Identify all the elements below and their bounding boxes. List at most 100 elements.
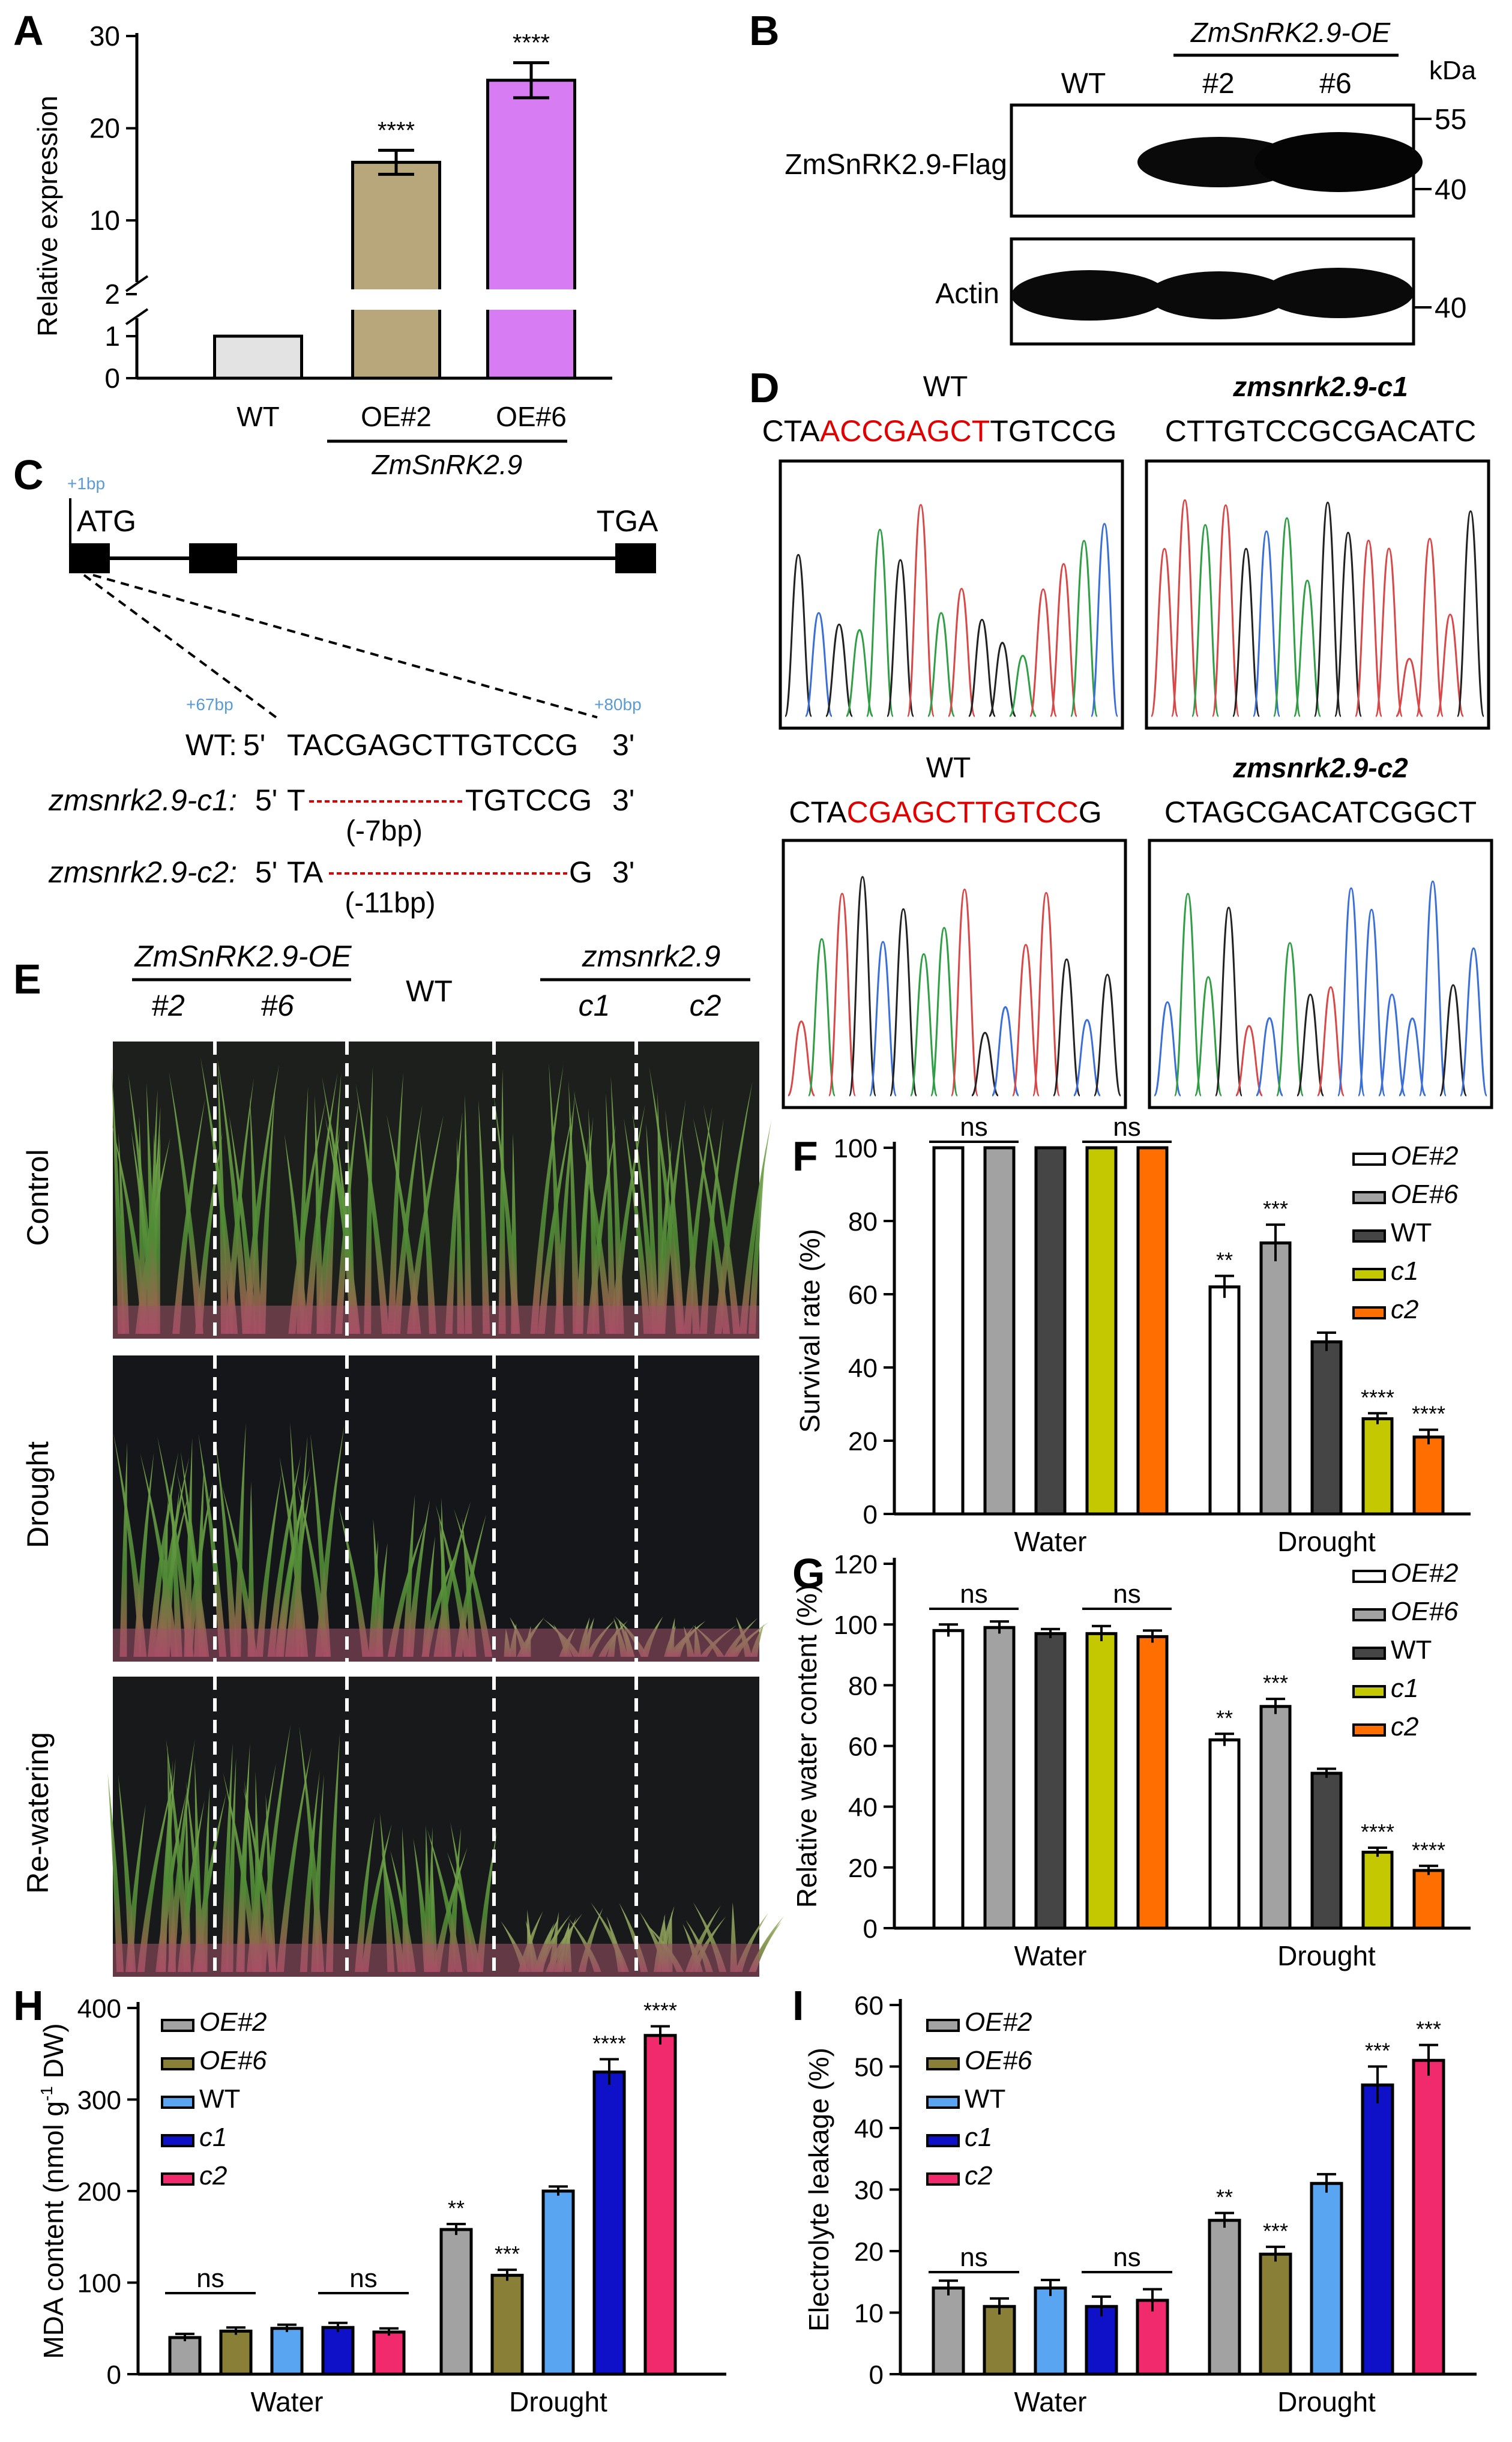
panel-h-chart-bar: [643, 2034, 677, 2376]
panel-e-phenotype: ZmSnRK2.9-OE #2 #6 WT zmsnrk2.9 c1 c2 Co…: [21, 939, 785, 1977]
panel-a-bar-break: [484, 289, 579, 310]
panel-e-plant: [402, 1828, 410, 1972]
chromatogram-peak: [1418, 880, 1447, 1097]
panel-c-wt-seq: TACGAGCTTGTCCG: [287, 728, 578, 762]
panel-c-exon-3: [615, 543, 656, 573]
panel-h-chart-ytick-label: 0: [107, 2360, 121, 2390]
chromatogram-peak: [1293, 579, 1322, 717]
chromatogram-peak: [886, 559, 915, 717]
panel-e-plant: [226, 1757, 236, 1972]
chromatogram-peak: [1337, 887, 1366, 1097]
chromatogram-peak: [991, 1006, 1020, 1097]
panel-e-plant: [146, 1082, 157, 1334]
panel-e-plant: [290, 1422, 304, 1657]
chromatogram-peak: [828, 893, 857, 1097]
chromatogram-peak: [1211, 504, 1240, 717]
panel-h-chart-bar: [592, 2070, 626, 2376]
panel-e-plant: [465, 1094, 472, 1334]
panel-e-plant: [325, 1732, 340, 1972]
panel-g-chart-significance: ***: [1263, 1671, 1288, 1695]
panel-b-band-actin-wt: [1011, 270, 1167, 321]
panel-i-chart: 0 10 20 30 40 50 60 Electrolyte leakage (%) Wate…: [803, 1991, 1477, 2417]
panel-i-chart-significance: ***: [1416, 2017, 1441, 2042]
panel-i-chart-group-label: Water: [1014, 2386, 1087, 2417]
panel-e-plant: [393, 1105, 423, 1334]
panel-f-chart-bar: [932, 1146, 965, 1516]
panel-e-label-c1: c1: [579, 989, 610, 1022]
panel-a-ytick-label: 0: [104, 363, 120, 394]
chromatogram-peak: [1276, 942, 1304, 1097]
panel-e-plant: [355, 1816, 375, 1972]
panel-e-plant: [419, 1127, 436, 1334]
panel-e-plant: [200, 1057, 238, 1334]
chromatogram-peak: [1334, 531, 1363, 717]
panel-e-plant: [445, 1112, 463, 1334]
panel-e-plant: [610, 1104, 645, 1334]
panel-g-chart-legend-label: OE#6: [1391, 1597, 1459, 1626]
panel-h-chart-ytick-label: 200: [77, 2177, 121, 2207]
panel-d-wt2-title: WT: [926, 752, 971, 784]
panel-e-oe-header: ZmSnRK2.9-OE: [134, 939, 352, 973]
panel-g-chart-ns-label: ns: [1113, 1579, 1140, 1609]
chromatogram-peak: [1459, 947, 1488, 1097]
panel-i-chart-ytick-label: 20: [854, 2237, 884, 2267]
chromatogram-peak: [869, 941, 897, 1097]
panel-g-chart-bar: [1412, 1869, 1445, 1930]
panel-c-zoom-line-left: [83, 574, 277, 719]
chromatogram-peak: [930, 927, 959, 1097]
panel-b-marker-40: 40: [1435, 174, 1466, 206]
panel-h-chart-bar: [168, 2336, 202, 2376]
panel-a-ytick-label: 30: [89, 20, 120, 52]
panel-f-chart-significance: **: [1216, 1248, 1233, 1273]
panel-e-plant: [478, 1099, 490, 1334]
panel-e-plant: [242, 1064, 280, 1334]
panel-f-chart-bar: [1412, 1435, 1445, 1516]
panel-a-bar: [486, 79, 576, 380]
panel-e-plant: [373, 1519, 384, 1657]
panel-i-chart-ns-label: ns: [1113, 2243, 1140, 2272]
chromatogram-peak: [1456, 510, 1485, 717]
panel-a-ytick-label: 1: [104, 321, 120, 352]
panel-i-chart-legend-swatch: [926, 2057, 960, 2070]
panel-e-plant: [198, 1434, 227, 1657]
panel-i-chart-legend-swatch: [926, 2172, 960, 2186]
panel-h-chart-significance: ****: [592, 2031, 626, 2055]
chromatogram-peak: [1073, 1019, 1101, 1097]
panel-d-wt1-seq: CTAACCGAGCTTGTCCG: [762, 414, 1117, 448]
panel-h-chart-legend-swatch: [161, 2019, 194, 2032]
chromatogram-peak: [1273, 517, 1301, 717]
panel-h-chart-ytick-label: 100: [77, 2269, 121, 2299]
panel-e-plant: [158, 1758, 176, 1972]
panel-e-plant: [177, 1800, 205, 1972]
panel-label-b: B: [749, 7, 780, 54]
panel-e-mut-header: zmsnrk2.9: [582, 939, 721, 973]
panel-i-chart-ytick-label: 60: [854, 1991, 884, 2021]
panel-e-plant: [250, 1096, 262, 1334]
panel-c-c1-5prime: 5': [255, 783, 277, 817]
chromatogram-peak: [1395, 657, 1424, 717]
panel-e-plant: [233, 1423, 246, 1657]
chromatogram-peak: [1093, 974, 1122, 1097]
panel-e-plant: [258, 1087, 276, 1334]
panel-i-chart-ytick-label: 10: [854, 2299, 884, 2329]
panel-g-chart-legend-swatch: [1352, 1685, 1386, 1698]
panel-e-plant: [748, 1146, 766, 1334]
panel-a-significance: ****: [513, 30, 550, 56]
panel-a-xtick-label: OE#2: [361, 401, 432, 432]
panel-h-chart-bar: [439, 2228, 473, 2376]
chromatogram-peak: [1255, 1017, 1284, 1097]
panel-e-plant: [576, 1136, 589, 1334]
panel-d-c2-title: zmsnrk2.9-c2: [1232, 752, 1408, 783]
panel-e-plant: [406, 1499, 430, 1657]
chromatogram-peak: [1436, 614, 1465, 717]
panel-h-chart-bar: [321, 2326, 355, 2376]
panel-e-plant: [435, 1504, 471, 1657]
panel-g-chart-significance: ****: [1361, 1819, 1394, 1844]
panel-c-gene-structure: +1bp ATG TGA +67bp +80bp WT: 5' TACGAGCT…: [48, 474, 658, 919]
panel-i-chart-ytick-label: 0: [869, 2360, 884, 2390]
panel-e-plant: [413, 1838, 432, 1972]
panel-g-chart-legend-label: WT: [1391, 1635, 1432, 1665]
chromatogram-peak: [1170, 499, 1199, 717]
panel-f-chart-legend-label: OE#6: [1391, 1180, 1459, 1209]
panel-f-chart-ytick-label: 100: [834, 1134, 878, 1163]
